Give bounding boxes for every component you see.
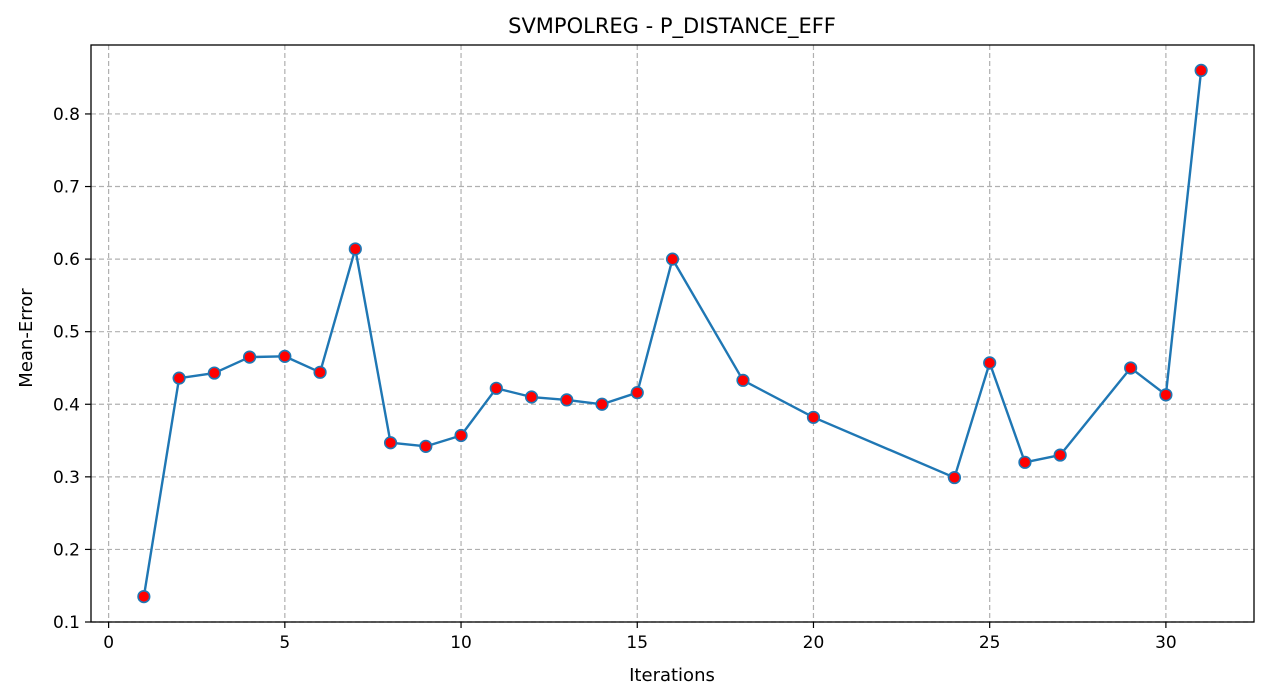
data-point xyxy=(630,386,644,400)
data-point xyxy=(383,436,398,450)
data-point xyxy=(1018,455,1032,469)
series-layer xyxy=(137,63,1208,604)
data-point xyxy=(595,397,609,411)
data-point xyxy=(489,381,503,395)
data-point xyxy=(207,366,221,380)
x-tick-label: 30 xyxy=(1155,633,1177,653)
y-tick-label: 0.3 xyxy=(53,468,80,488)
data-point xyxy=(242,350,257,364)
y-tick-label: 0.7 xyxy=(53,178,80,198)
data-point xyxy=(983,356,997,370)
data-point xyxy=(278,349,292,363)
data-point xyxy=(1124,361,1138,375)
x-tick-label: 0 xyxy=(103,633,114,653)
data-point xyxy=(665,252,680,266)
grid-layer xyxy=(91,45,1254,623)
data-point xyxy=(736,373,750,387)
data-point xyxy=(806,410,821,424)
data-point xyxy=(313,365,327,379)
data-point xyxy=(1194,63,1208,78)
y-tick-label: 0.6 xyxy=(53,250,80,270)
y-tick-label: 0.5 xyxy=(53,323,80,343)
y-tick-label: 0.8 xyxy=(53,105,80,125)
data-point xyxy=(1159,388,1173,402)
plot-area-frame xyxy=(90,44,1255,623)
y-tick-label: 0.4 xyxy=(53,395,80,415)
data-point xyxy=(524,390,539,404)
data-point xyxy=(137,589,151,604)
x-tick-label: 20 xyxy=(803,633,825,653)
x-tick-label: 15 xyxy=(626,633,648,653)
data-point xyxy=(560,393,574,407)
data-point xyxy=(419,439,433,453)
x-tick-label: 5 xyxy=(279,633,290,653)
data-point xyxy=(172,371,186,385)
x-axis-label: Iterations xyxy=(629,665,715,686)
data-point xyxy=(1053,448,1067,462)
data-point xyxy=(348,242,362,256)
x-tick-label: 25 xyxy=(979,633,1001,653)
data-point xyxy=(947,470,962,485)
data-point xyxy=(454,428,468,443)
tick-layer: 0 5 10 15 20 25 30 0.1 0.2 0.3 0.4 0.5 0.6 0.7 0.8 xyxy=(53,105,1177,653)
y-tick-label: 0.1 xyxy=(53,613,80,633)
x-tick-label: 10 xyxy=(450,633,472,653)
chart-title: SVMPOLREG - P_DISTANCE_EFF xyxy=(508,14,836,39)
y-axis-label: Mean-Error xyxy=(16,288,37,388)
y-tick-label: 0.2 xyxy=(53,540,80,560)
